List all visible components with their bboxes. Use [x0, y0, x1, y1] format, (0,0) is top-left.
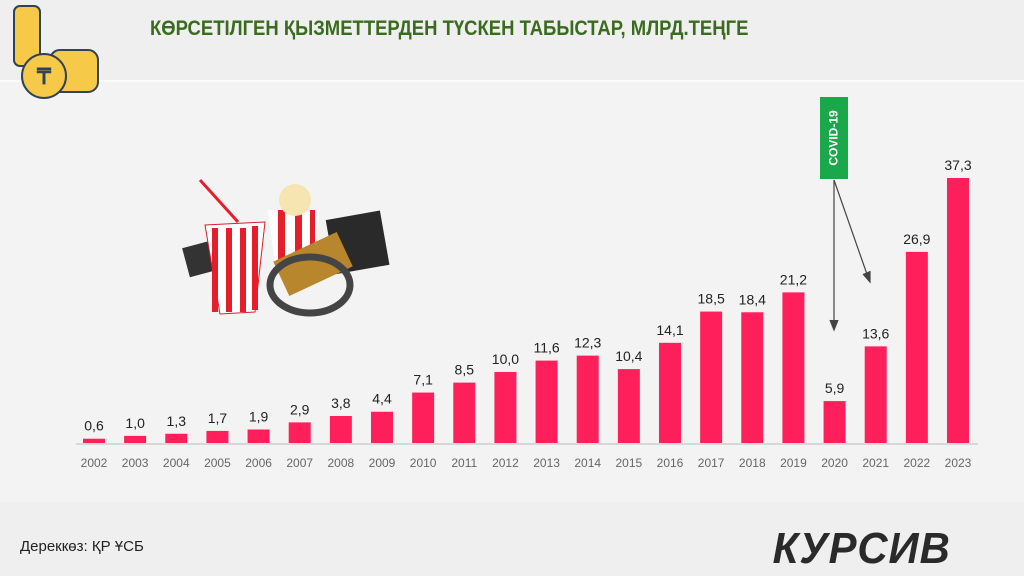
bar-2010: [412, 392, 435, 443]
bar-series: 0,6 2002 1,0 2003 1,3 2004 1,7 2005 1,9 2006 2,9 20…: [81, 157, 972, 470]
coins-icon: ₸: [13, 5, 99, 99]
bar-2017: [700, 311, 723, 443]
x-tick-label: 2004: [163, 456, 190, 470]
chart-title: КӨРСЕТІЛГЕН ҚЫЗМЕТТЕРДЕН ТҮСКЕН ТАБЫСТАР…: [150, 17, 749, 40]
x-tick-label: 2017: [698, 456, 725, 470]
x-tick-label: 2016: [657, 456, 684, 470]
bar-2012: [494, 371, 517, 443]
bar-2022: [905, 251, 928, 443]
bar-2018: [741, 312, 764, 443]
bar-2005: [206, 430, 229, 443]
x-tick-label: 2003: [122, 456, 149, 470]
bar-2003: [124, 435, 147, 443]
bar-2023: [947, 178, 969, 443]
bar-2002: [83, 438, 105, 443]
x-tick-label: 2013: [533, 456, 560, 470]
x-tick-label: 2005: [204, 456, 231, 470]
x-tick-label: 2009: [369, 456, 396, 470]
covid-label: COVID-19: [827, 110, 842, 166]
covid-arrows: [829, 179, 871, 332]
svg-text:₸: ₸: [36, 64, 52, 89]
data-label: 4,4: [372, 391, 392, 407]
data-label: 5,9: [825, 380, 845, 396]
data-label: 26,9: [903, 231, 930, 247]
x-tick-label: 2014: [574, 456, 601, 470]
covid-annotation: COVID-19: [820, 97, 848, 179]
x-tick-label: 2021: [862, 456, 889, 470]
bar-2013: [535, 360, 558, 443]
x-tick-label: 2007: [286, 456, 313, 470]
bar-2016: [659, 342, 681, 443]
bar-2007: [288, 422, 311, 443]
bar-2019: [782, 292, 805, 443]
x-tick-label: 2019: [780, 456, 807, 470]
bar-2020: [823, 401, 846, 443]
data-label: 1,3: [167, 413, 187, 429]
kursiv-logo: КУРСИВ: [772, 524, 951, 573]
x-tick-label: 2006: [245, 456, 272, 470]
data-label: 1,9: [249, 409, 269, 425]
data-label: 0,6: [84, 418, 104, 434]
x-tick-label: 2010: [410, 456, 437, 470]
bar-2009: [371, 411, 393, 443]
x-tick-label: 2002: [81, 456, 108, 470]
bar-2004: [165, 433, 188, 443]
data-label: 18,4: [739, 291, 766, 307]
data-label: 18,5: [698, 291, 725, 307]
data-label: 2,9: [290, 401, 310, 417]
source-note: Дереккөз: ҚР ҰСБ: [20, 538, 144, 555]
data-label: 7,1: [413, 372, 433, 388]
bar-2006: [247, 429, 270, 443]
bar-2008: [329, 416, 352, 443]
bar-2021: [864, 346, 887, 443]
data-label: 10,0: [492, 351, 519, 367]
x-tick-label: 2011: [451, 456, 477, 470]
x-tick-label: 2012: [492, 456, 519, 470]
data-label: 14,1: [656, 322, 683, 338]
bar-2015: [617, 369, 640, 443]
data-label: 3,8: [331, 395, 351, 411]
data-label: 1,7: [208, 410, 228, 426]
x-tick-label: 2018: [739, 456, 766, 470]
x-tick-label: 2008: [328, 456, 355, 470]
data-label: 11,6: [533, 340, 559, 356]
data-label: 8,5: [455, 362, 475, 378]
data-label: 21,2: [780, 271, 807, 287]
data-label: 37,3: [944, 157, 971, 173]
cinema-illustration-icon: [182, 178, 390, 317]
data-label: 10,4: [615, 348, 642, 364]
bar-2011: [453, 382, 476, 443]
data-label: 13,6: [862, 325, 889, 341]
x-tick-label: 2015: [616, 456, 643, 470]
x-tick-label: 2022: [904, 456, 931, 470]
bar-2014: [576, 355, 599, 443]
data-label: 12,3: [574, 335, 601, 351]
x-tick-label: 2020: [821, 456, 848, 470]
x-tick-label: 2023: [945, 456, 972, 470]
data-label: 1,0: [125, 415, 145, 431]
